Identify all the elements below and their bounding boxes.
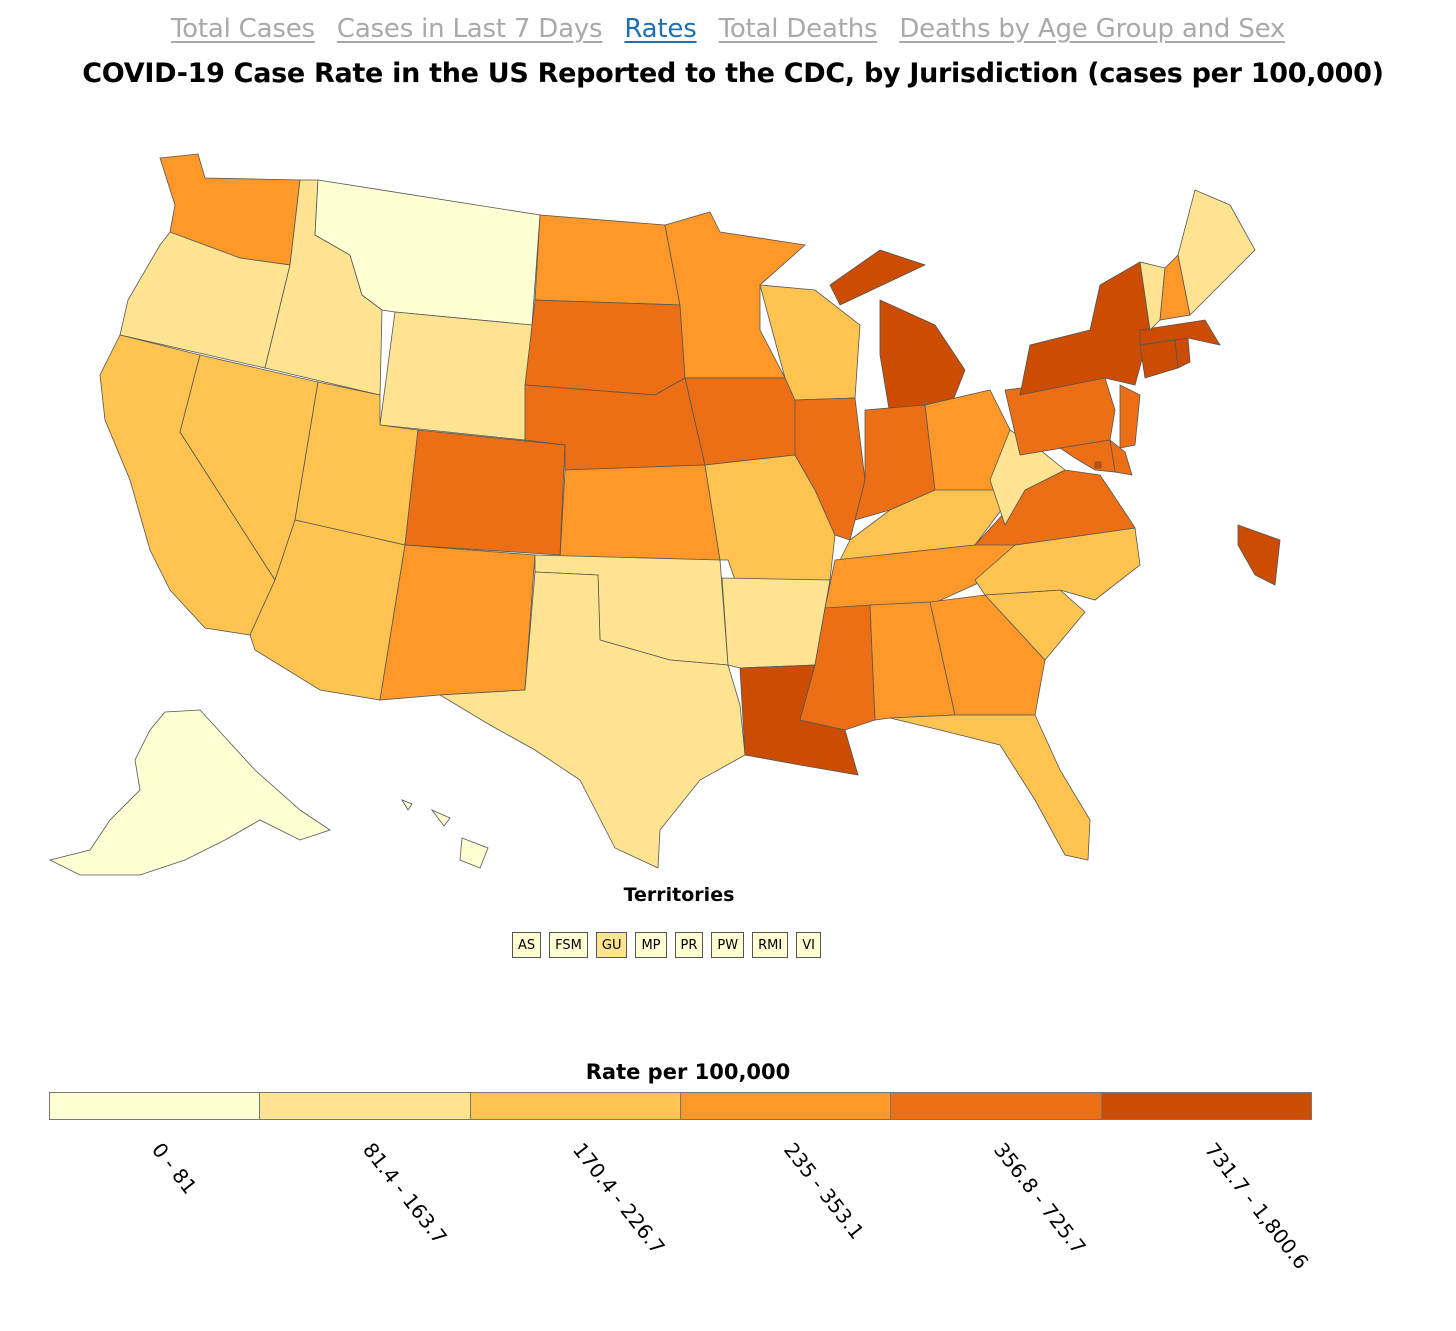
tab-total-deaths[interactable]: Total Deaths: [718, 14, 878, 44]
territory-as[interactable]: AS: [512, 932, 542, 958]
legend-bar: [49, 1092, 1312, 1120]
state-hi[interactable]: [401, 799, 489, 869]
legend-swatch: [1101, 1093, 1311, 1119]
legend-swatch: [470, 1093, 681, 1119]
state-nj[interactable]: [1119, 384, 1141, 449]
us-choropleth-map: [48, 153, 1281, 876]
tab-rates[interactable]: Rates: [624, 14, 697, 44]
legend-label: 0 - 81: [147, 1138, 203, 1199]
legend-swatch: [891, 1093, 1102, 1119]
territory-rmi[interactable]: RMI: [752, 932, 789, 958]
territory-pw[interactable]: PW: [711, 932, 745, 958]
legend-label: 235 - 353.1: [778, 1138, 869, 1244]
legend-title: Rate per 100,000: [585, 1060, 791, 1084]
territories-label: Territories: [623, 884, 735, 906]
state-ri[interactable]: [1174, 337, 1191, 369]
state-ct[interactable]: [1139, 339, 1179, 379]
state-ak[interactable]: [48, 709, 331, 876]
state-co[interactable]: [404, 429, 566, 556]
state-il[interactable]: [794, 397, 866, 541]
legend-label: 81.4 - 163.7: [357, 1138, 452, 1249]
state-ks[interactable]: [559, 464, 721, 561]
state-ny[interactable]: [1019, 261, 1151, 396]
state-me[interactable]: [1177, 189, 1256, 316]
state-ga[interactable]: [929, 594, 1046, 716]
state-fl[interactable]: [889, 714, 1091, 861]
state-prm[interactable]: [1237, 524, 1281, 586]
territory-vi[interactable]: VI: [796, 932, 821, 958]
state-mn[interactable]: [664, 211, 806, 379]
legend-swatch: [260, 1093, 471, 1119]
state-wv[interactable]: [989, 429, 1066, 526]
state-or[interactable]: [119, 231, 291, 369]
state-ar[interactable]: [721, 577, 831, 669]
state-ia[interactable]: [684, 377, 806, 466]
legend-swatch: [680, 1093, 892, 1119]
territory-mp[interactable]: MP: [635, 932, 667, 958]
territory-pr[interactable]: PR: [674, 932, 704, 958]
legend-label: 731.7 - 1,800.6: [1199, 1138, 1314, 1274]
territories-row: AS FSM GU MP PR PW RMI VI: [512, 932, 821, 958]
legend-label: 356.8 - 725.7: [989, 1138, 1092, 1259]
legend-label: 170.4 - 226.7: [568, 1138, 671, 1259]
page-title: COVID-19 Case Rate in the US Reported to…: [82, 58, 1384, 89]
state-mt[interactable]: [314, 179, 541, 326]
state-nd[interactable]: [534, 214, 681, 306]
state-dc[interactable]: [1094, 461, 1102, 469]
state-tx[interactable]: [438, 571, 746, 869]
legend-swatch: [50, 1093, 261, 1119]
territory-fsm[interactable]: FSM: [549, 932, 588, 958]
state-ma[interactable]: [1139, 319, 1221, 346]
state-sd[interactable]: [524, 299, 686, 396]
tab-cases-in-last-7-days[interactable]: Cases in Last 7 Days: [336, 14, 603, 44]
tab-bar: Total Cases Cases in Last 7 Days Rates Tota…: [0, 14, 1456, 44]
state-nm[interactable]: [379, 544, 536, 701]
state-wy[interactable]: [379, 311, 533, 441]
tab-total-cases[interactable]: Total Cases: [170, 14, 315, 44]
tab-deaths-by-age-group-and-sex[interactable]: Deaths by Age Group and Sex: [899, 14, 1286, 44]
territory-gu[interactable]: GU: [595, 932, 628, 958]
